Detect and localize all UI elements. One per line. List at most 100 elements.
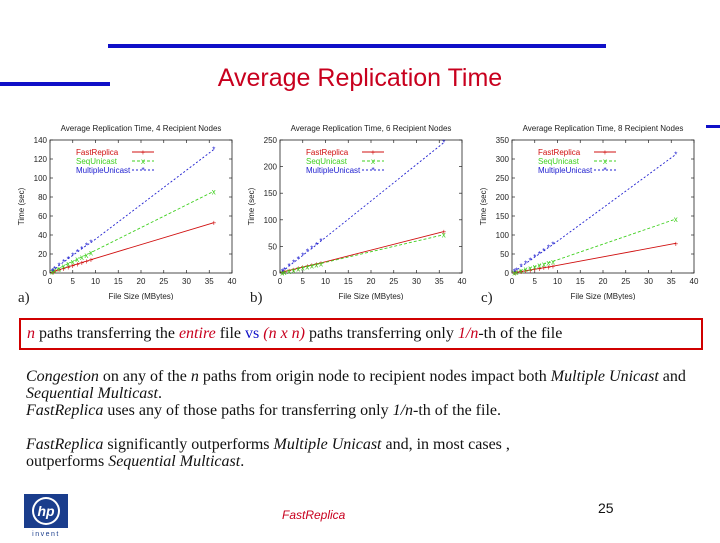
legend-label-fastreplica: FastReplica (538, 148, 581, 157)
legend-label-fastreplica: FastReplica (76, 148, 119, 157)
data-point-multipleunicast: * (288, 262, 291, 271)
p1-text-3: and (658, 368, 686, 385)
data-point-fastreplica: + (441, 228, 446, 237)
legend-marker-sequnicast: x (141, 157, 145, 166)
x-tick-label: 20 (599, 277, 608, 286)
slide-title: Average Replication Time (217, 64, 503, 92)
p1-text-2: paths from origin node to recipient node… (198, 368, 551, 385)
y-tick-label: 0 (273, 269, 278, 278)
fraction-term: 1/n (457, 325, 479, 342)
right-accent-bar (706, 125, 720, 128)
x-tick-label: 5 (533, 277, 538, 286)
y-tick-label: 0 (505, 269, 510, 278)
data-point-fastreplica: + (66, 263, 71, 272)
data-point-fastreplica: + (551, 262, 556, 271)
data-point-fastreplica: + (542, 264, 547, 273)
panel-label-b: b) (250, 290, 263, 306)
data-point-sequnicast: x (66, 260, 70, 269)
data-point-sequnicast: x (62, 262, 66, 271)
x-axis-label: File Size (MBytes) (571, 292, 636, 300)
legend-marker-fastreplica: + (141, 148, 146, 157)
series-line-multipleunicast (51, 149, 215, 272)
series-line-sequnicast (514, 218, 676, 273)
data-point-sequnicast: x (53, 266, 57, 275)
chart-title: Average Replication Time, 8 Recipient No… (523, 124, 684, 133)
y-axis-label: Time (sec) (17, 187, 26, 225)
p2-text-1: significantly outperforms (103, 436, 274, 453)
boxed-text-1: paths transferring the (35, 325, 179, 342)
legend-marker-fastreplica: + (603, 148, 608, 157)
legend-label-multipleunicast: MultipleUnicast (538, 166, 593, 175)
data-point-fastreplica: + (84, 257, 89, 266)
data-point-sequnicast: x (287, 267, 291, 276)
data-point-multipleunicast: * (529, 256, 532, 265)
data-point-multipleunicast: * (85, 241, 88, 250)
y-tick-label: 150 (264, 189, 278, 198)
comparison-statement: n paths transferring the entire file vs … (19, 318, 703, 350)
data-point-fastreplica: + (70, 261, 75, 270)
legend-label-multipleunicast: MultipleUnicast (76, 166, 131, 175)
x-tick-label: 25 (621, 277, 630, 286)
data-point-multipleunicast: * (301, 251, 304, 260)
data-point-multipleunicast: * (524, 260, 527, 269)
legend-label-sequnicast: SeqUnicast (306, 157, 348, 166)
panel-label-c: c) (481, 290, 493, 306)
data-point-sequnicast: x (674, 215, 678, 224)
y-tick-label: 100 (496, 231, 510, 240)
data-point-multipleunicast: * (538, 250, 541, 259)
x-tick-label: 40 (690, 277, 699, 286)
x-tick-label: 20 (367, 277, 376, 286)
data-point-sequnicast: x (75, 255, 79, 264)
data-point-sequnicast: x (515, 268, 519, 277)
data-point-multipleunicast: * (51, 267, 54, 276)
data-point-fastreplica: + (537, 264, 542, 273)
data-point-multipleunicast: * (520, 263, 523, 272)
data-point-sequnicast: x (296, 265, 300, 274)
series-line-fastreplica (52, 222, 214, 273)
data-point-multipleunicast: * (292, 258, 295, 267)
x-tick-label: 35 (205, 277, 214, 286)
x-tick-label: 40 (228, 277, 237, 286)
x-tick-label: 30 (182, 277, 191, 286)
chart-b: Average Replication Time, 6 Recipient No… (247, 124, 467, 300)
x-tick-label: 40 (458, 277, 467, 286)
data-point-sequnicast: x (89, 249, 93, 258)
series-line-multipleunicast (514, 154, 677, 273)
x-tick-label: 15 (114, 277, 123, 286)
p1-n: n (190, 368, 199, 385)
data-point-sequnicast: x (551, 257, 555, 266)
data-point-fastreplica: + (211, 219, 216, 228)
y-tick-label: 120 (34, 155, 48, 164)
data-point-sequnicast: x (319, 259, 323, 268)
legend-label-fastreplica: FastReplica (306, 148, 349, 157)
legend-marker-multipleunicast: * (141, 166, 144, 175)
p2-fastreplica: FastReplica (26, 436, 104, 453)
page-number: 25 (598, 500, 614, 516)
panel-label-a: a) (18, 290, 30, 306)
data-point-fastreplica: + (528, 266, 533, 275)
p2-text-4: . (240, 453, 245, 470)
p1-sequential-multicast: Sequential Multicast (26, 385, 158, 402)
p1-text-4: . (157, 385, 162, 402)
data-point-sequnicast: x (314, 260, 318, 269)
x-tick-label: 25 (159, 277, 168, 286)
legend-marker-multipleunicast: * (603, 166, 606, 175)
entire-term: entire (178, 325, 216, 342)
x-tick-label: 30 (644, 277, 653, 286)
p1-text-6: -th of the file. (413, 402, 501, 419)
data-point-multipleunicast: * (442, 139, 445, 148)
y-tick-label: 60 (38, 212, 47, 221)
legend-marker-fastreplica: + (371, 148, 376, 157)
y-tick-label: 250 (496, 174, 510, 183)
data-point-fastreplica: + (80, 259, 85, 268)
chart-a: Average Replication Time, 4 Recipient No… (17, 124, 237, 300)
data-point-sequnicast: x (542, 260, 546, 269)
data-point-multipleunicast: * (533, 253, 536, 262)
data-point-multipleunicast: * (542, 247, 545, 256)
data-point-fastreplica: + (57, 266, 62, 275)
vs-term: vs (245, 325, 260, 342)
data-point-multipleunicast: * (551, 241, 554, 250)
hp-logo: hp invent (22, 494, 70, 538)
data-point-fastreplica: + (673, 239, 678, 248)
data-point-multipleunicast: * (62, 258, 65, 267)
